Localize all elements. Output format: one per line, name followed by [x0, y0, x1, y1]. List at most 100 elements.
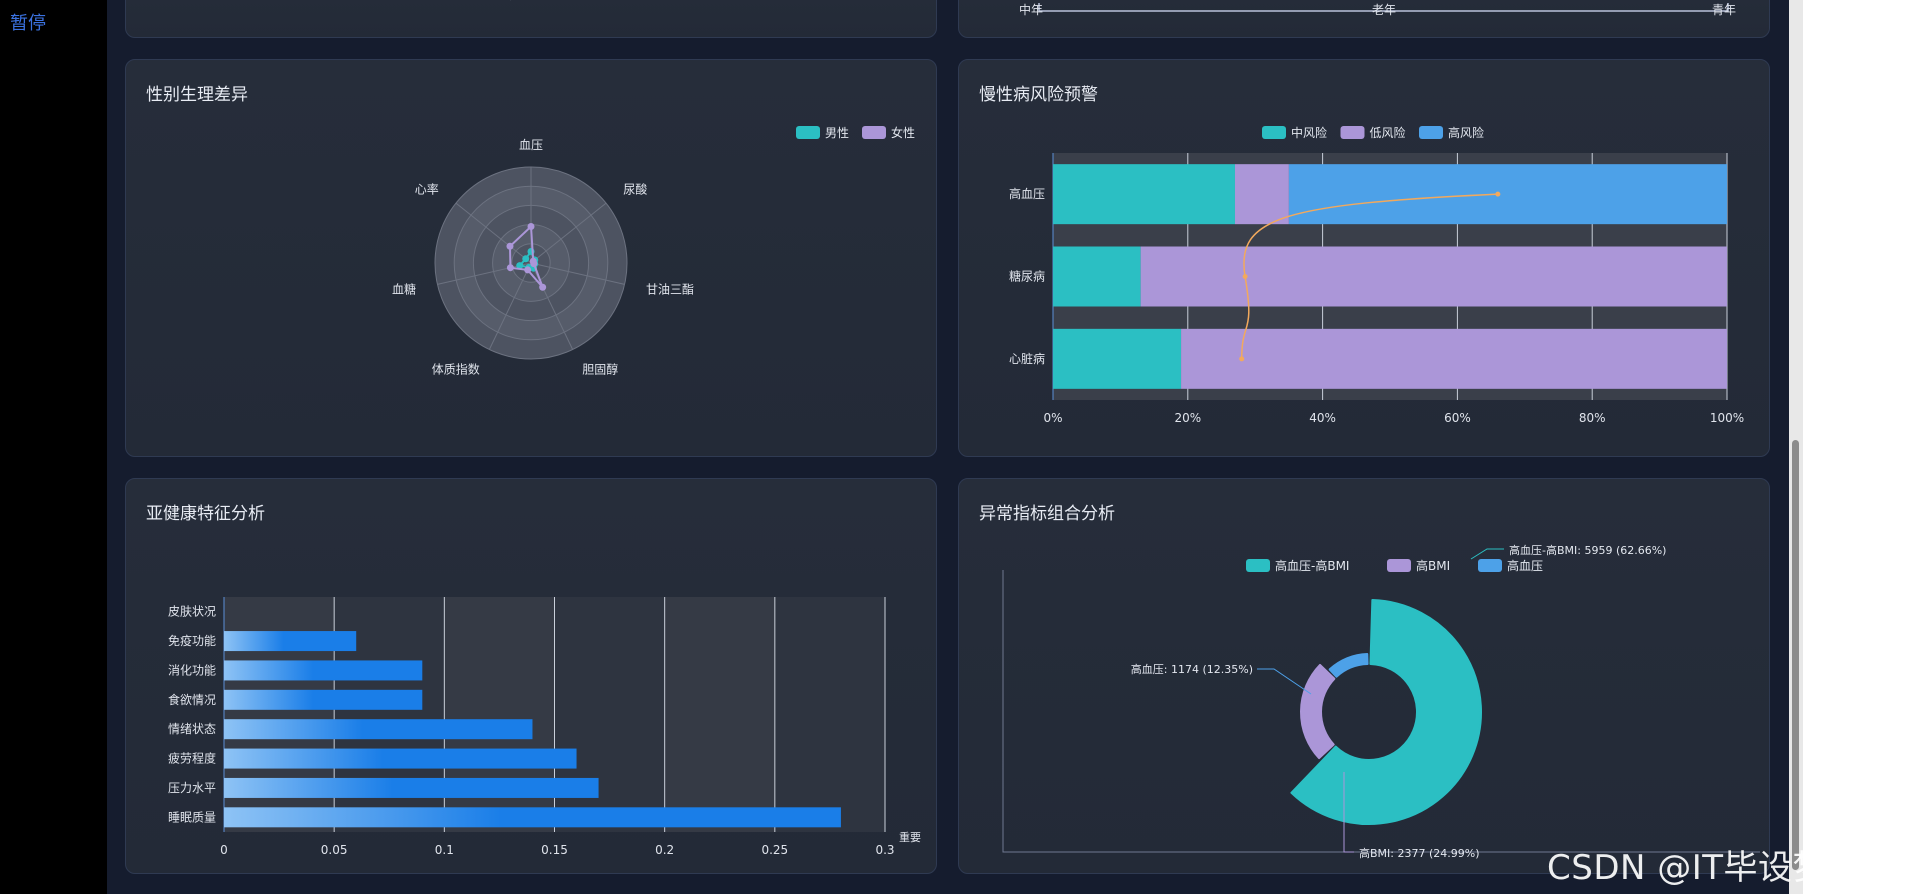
abnormal-panel: 异常指标组合分析 高血压-高BMI 高BMI 高血压 高血压-高BMI: 5959 (… — [958, 478, 1770, 874]
radar-axis-4 — [488, 262, 532, 350]
abnormal-legend-swatch-2 — [1478, 559, 1502, 572]
radar-series-1-point-6 — [506, 242, 514, 250]
chronic-category-label-0: 高血压 — [1009, 186, 1045, 201]
subhealth-category-label-1: 免疫功能 — [168, 633, 216, 648]
abnormal-slice-0 — [1290, 599, 1482, 825]
chronic-x-tick-3: 60% — [1444, 411, 1471, 425]
chronic-x-tick-4: 80% — [1579, 411, 1606, 425]
chronic-legend-swatch-1 — [1340, 126, 1365, 139]
chronic-legend-swatch-0 — [1262, 126, 1286, 139]
subhealth-band-5 — [774, 597, 885, 832]
subhealth-band-4 — [664, 597, 775, 832]
scrollbar-thumb[interactable] — [1792, 440, 1799, 870]
radar-axis-6 — [455, 202, 532, 264]
chronic-legend-swatch-2 — [1419, 126, 1443, 139]
radar-axis-1 — [530, 202, 607, 264]
abnormal-legend-swatch-0 — [1246, 559, 1270, 572]
radar-indicator-label-4: 体质指数 — [432, 361, 480, 376]
subhealth-x-tick-4: 0.2 — [655, 843, 674, 857]
chronic-trend-point-0 — [1495, 191, 1501, 197]
abnormal-legend-label-1: 高BMI — [1416, 558, 1450, 573]
abnormal-slice-2 — [1328, 653, 1369, 678]
page-scrollbar[interactable] — [1789, 0, 1803, 894]
chronic-x-tick-0: 0% — [1043, 411, 1062, 425]
chronic-risk-title: 慢性病风险预警 — [979, 85, 1098, 105]
subhealth-x-tick-2: 0.1 — [435, 843, 454, 857]
chronic-bar-1-1 — [1140, 246, 1727, 307]
csdn-watermark: CSDN @IT毕设梦工厂 — [1547, 848, 1897, 888]
subhealth-category-label-4: 情绪状态 — [168, 722, 216, 736]
radar-legend-swatch-1 — [862, 126, 886, 139]
abnormal-leader-1 — [1343, 772, 1354, 853]
age-tick-young: 青年 — [1712, 3, 1736, 17]
age-tick-old: 老年 — [1372, 3, 1396, 17]
chronic-x-tick-1: 20% — [1174, 411, 1201, 425]
chronic-bar-2-0 — [1053, 328, 1182, 389]
abnormal-title: 异常指标组合分析 — [979, 504, 1115, 524]
top-left-panel — [125, 0, 937, 38]
subhealth-bar-2 — [224, 660, 423, 681]
chronic-trend-line — [1240, 193, 1498, 359]
radar-indicator-label-3: 胆固醇 — [582, 361, 618, 376]
radar-series-1-point-0 — [527, 223, 535, 231]
subhealth-chart: 0 0.05 0.1 0.15 0.2 0.25 0.3 重要 皮肤状况免疫功能消化功能食欲情况… — [168, 597, 921, 857]
chronic-legend-label-0: 中风险 — [1291, 125, 1327, 140]
subhealth-category-label-2: 消化功能 — [168, 663, 216, 677]
gender-physiology-panel: 性别生理差异 男性 女性 血压 尿酸 甘油三酯 胆固醇 体质指数 血糖 心率 — [125, 59, 937, 457]
top-right-chart-remnant: 中年 老年 青年 — [1019, 2, 1736, 17]
abnormal-frame-lines — [1002, 570, 1760, 853]
chronic-bar-2-1 — [1181, 328, 1727, 389]
radar-indicator-label-1: 尿酸 — [623, 181, 647, 196]
subhealth-x-tick-3: 0.15 — [541, 843, 568, 857]
right-blank-area — [1803, 0, 1910, 894]
chronic-bar-1-0 — [1053, 246, 1141, 307]
chronic-x-tick-2: 40% — [1309, 411, 1336, 425]
abnormal-legend-label-2: 高血压 — [1507, 558, 1543, 573]
radar-series-0-point-6 — [522, 255, 530, 263]
subhealth-bar-3 — [224, 689, 423, 710]
chronic-bar-0-2 — [1288, 164, 1727, 225]
subhealth-panel: 亚健康特征分析 0 0.05 0.1 0.15 0.2 0.25 0.3 重要 皮肤状况 免疫功能… — [125, 478, 937, 874]
radar-axis-2 — [530, 262, 625, 285]
radar-indicator-label-5: 血糖 — [392, 281, 416, 296]
radar-legend-swatch-0 — [796, 126, 820, 139]
chronic-legend-label-2: 高风险 — [1448, 125, 1484, 140]
chronic-risk-panel: 慢性病风险预警 中风险 低风险 高风险 0% 20% 40% 60% 80% 100% 高血压 糖尿… — [958, 59, 1770, 457]
subhealth-x-tick-5: 0.25 — [761, 843, 788, 857]
abnormal-slice-1 — [1300, 663, 1336, 760]
radar-series-1-point-4 — [524, 266, 532, 274]
radar-series-0-point-5 — [516, 262, 524, 270]
subhealth-bar-7 — [224, 807, 841, 828]
radar-indicator-label-6: 心率 — [415, 181, 439, 196]
top-left-chart-remnant — [505, 0, 518, 1]
radar-series-1-point-5 — [506, 264, 514, 272]
chronic-bar-0-1 — [1234, 164, 1289, 225]
subhealth-bar-6 — [224, 777, 599, 798]
subhealth-category-label-6: 压力水平 — [168, 781, 216, 795]
chronic-legend-label-1: 低风险 — [1370, 125, 1406, 140]
subhealth-bar-5 — [224, 748, 577, 769]
abnormal-label-1: 高BMI: 2377 (24.99%) — [1359, 846, 1480, 860]
radar-indicator-label-2: 甘油三酯 — [646, 282, 694, 296]
subhealth-title: 亚健康特征分析 — [146, 504, 265, 524]
radar-indicator-label-0: 血压 — [519, 138, 543, 152]
chronic-bar-0-0 — [1053, 164, 1235, 225]
chronic-trend-point-1 — [1242, 274, 1248, 279]
subhealth-category-label-5: 疲劳程度 — [168, 751, 216, 766]
abnormal-legend-swatch-1 — [1387, 559, 1411, 572]
subhealth-category-label-7: 睡眠质量 — [168, 810, 216, 824]
abnormal-leader-2 — [1257, 668, 1312, 695]
pause-link[interactable]: 暂停 — [10, 13, 46, 34]
age-tick-middle: 中年 — [1019, 2, 1043, 17]
radar-axis-5 — [437, 262, 532, 285]
chronic-trend-point-2 — [1239, 356, 1245, 362]
abnormal-label-0: 高血压-高BMI: 5959 (62.66%) — [1509, 543, 1666, 557]
radar-series-1-point-2 — [530, 260, 538, 268]
subhealth-x-axis-name: 重要 — [899, 830, 921, 844]
abnormal-leader-0 — [1470, 548, 1504, 560]
chronic-category-label-2: 心脏病 — [1009, 351, 1045, 366]
top-right-panel: 中年 老年 青年 — [958, 0, 1770, 38]
